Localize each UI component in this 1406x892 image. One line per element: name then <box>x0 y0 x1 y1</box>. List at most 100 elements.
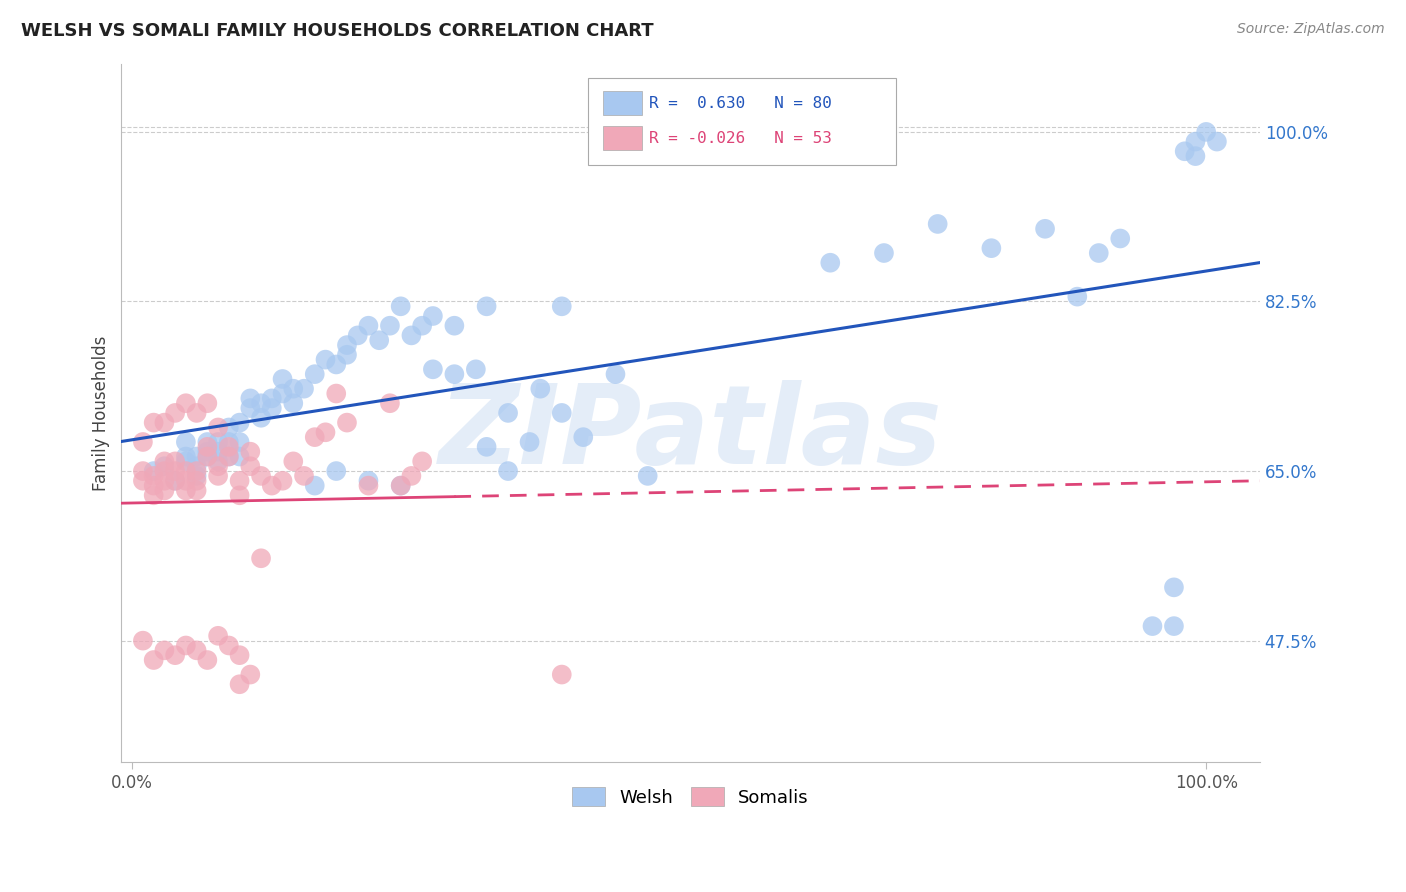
Point <box>325 386 347 401</box>
Point <box>207 420 229 434</box>
Point <box>572 430 595 444</box>
Point <box>186 459 208 474</box>
Point <box>1142 619 1164 633</box>
Point <box>927 217 949 231</box>
Legend: Welsh, Somalis: Welsh, Somalis <box>564 778 818 815</box>
Point <box>422 362 444 376</box>
Point <box>357 478 380 492</box>
Point <box>357 318 380 333</box>
Point <box>228 416 250 430</box>
Point <box>186 469 208 483</box>
Point <box>443 367 465 381</box>
Point <box>195 653 218 667</box>
Point <box>475 299 498 313</box>
Point <box>174 464 197 478</box>
Point <box>195 450 218 464</box>
Point <box>422 309 444 323</box>
Point <box>1195 125 1218 139</box>
Point <box>207 435 229 450</box>
Point <box>820 256 842 270</box>
Point <box>1184 135 1206 149</box>
Point <box>207 454 229 468</box>
Point <box>336 338 359 352</box>
Point <box>142 416 165 430</box>
Point <box>174 474 197 488</box>
Point <box>325 358 347 372</box>
Point <box>443 318 465 333</box>
Point <box>153 483 176 498</box>
Point <box>165 648 187 663</box>
Point <box>1087 246 1109 260</box>
Point <box>336 416 359 430</box>
Point <box>153 474 176 488</box>
Point <box>292 469 315 483</box>
Point <box>228 488 250 502</box>
Point <box>165 454 187 468</box>
Point <box>218 435 240 450</box>
Point <box>195 440 218 454</box>
Point <box>325 464 347 478</box>
Point <box>239 667 262 681</box>
Point <box>174 483 197 498</box>
Point <box>260 478 283 492</box>
FancyBboxPatch shape <box>603 126 641 150</box>
Point <box>315 425 337 440</box>
Point <box>239 392 262 406</box>
Point <box>165 464 187 478</box>
Point <box>496 406 519 420</box>
Point <box>142 488 165 502</box>
Point <box>132 464 155 478</box>
Point <box>186 406 208 420</box>
Point <box>165 474 187 488</box>
Point <box>195 435 218 450</box>
FancyBboxPatch shape <box>588 78 896 165</box>
Point <box>142 464 165 478</box>
Point <box>551 667 574 681</box>
Text: ZIPatlas: ZIPatlas <box>439 380 942 487</box>
Point <box>250 469 273 483</box>
Point <box>378 318 401 333</box>
Point <box>186 464 208 478</box>
Point <box>228 450 250 464</box>
Point <box>174 639 197 653</box>
Point <box>218 420 240 434</box>
Point <box>153 454 176 468</box>
Point <box>218 450 240 464</box>
Point <box>519 435 541 450</box>
Text: WELSH VS SOMALI FAMILY HOUSEHOLDS CORRELATION CHART: WELSH VS SOMALI FAMILY HOUSEHOLDS CORREL… <box>21 22 654 40</box>
Point <box>250 396 273 410</box>
Point <box>389 478 412 492</box>
Point <box>637 469 659 483</box>
Point <box>1163 619 1185 633</box>
Point <box>207 444 229 458</box>
Point <box>142 478 165 492</box>
Point <box>1109 231 1132 245</box>
Point <box>195 396 218 410</box>
Point <box>357 474 380 488</box>
Point <box>551 299 574 313</box>
Point <box>1163 580 1185 594</box>
Point <box>980 241 1002 255</box>
Point <box>283 396 305 410</box>
Point <box>873 246 896 260</box>
Point <box>605 367 627 381</box>
Text: Source: ZipAtlas.com: Source: ZipAtlas.com <box>1237 22 1385 37</box>
Point <box>186 450 208 464</box>
Point <box>411 454 433 468</box>
Point <box>153 643 176 657</box>
Point <box>239 444 262 458</box>
Point <box>551 406 574 420</box>
Point <box>389 478 412 492</box>
Point <box>260 401 283 415</box>
Point <box>336 348 359 362</box>
Point <box>174 435 197 450</box>
Point <box>195 450 218 464</box>
Text: R =  0.630   N = 80: R = 0.630 N = 80 <box>648 95 831 111</box>
Point <box>153 416 176 430</box>
Point <box>207 459 229 474</box>
Point <box>239 401 262 415</box>
Point <box>304 478 326 492</box>
Point <box>346 328 368 343</box>
Point <box>496 464 519 478</box>
Point <box>304 430 326 444</box>
